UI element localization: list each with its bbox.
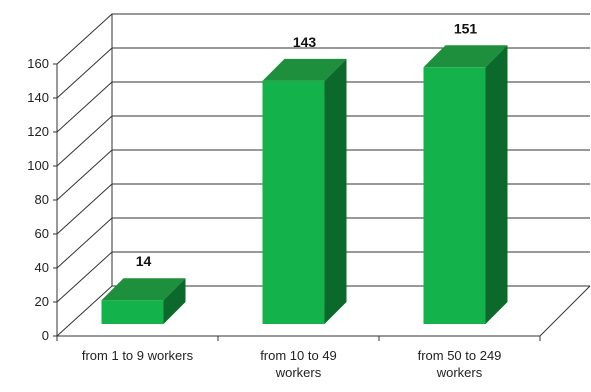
y-tick-label: 0 xyxy=(42,328,49,343)
gridline-160 xyxy=(56,13,590,65)
y-tick-label: 140 xyxy=(27,90,49,105)
x-category-label: from 1 to 9 workers xyxy=(82,348,194,363)
bar-top-face xyxy=(423,45,508,68)
bar-top-face xyxy=(262,58,347,81)
y-tick-label: 100 xyxy=(27,158,49,173)
bar-1 xyxy=(262,58,347,325)
chart-axes: 0 20 40 60 80 100 120 140 160 xyxy=(27,14,591,343)
chart-bars xyxy=(101,45,508,325)
x-category-label: from 50 to 249 workers xyxy=(418,348,502,380)
y-tick-label: 60 xyxy=(35,226,49,241)
bar-0 xyxy=(101,278,186,324)
bar-top-face xyxy=(101,278,186,301)
y-tick-label: 80 xyxy=(35,192,49,207)
bar-front-face xyxy=(262,80,325,325)
y-tick-label: 40 xyxy=(35,260,49,275)
data-label: 151 xyxy=(454,20,478,36)
data-label: 14 xyxy=(136,253,152,269)
floor-right-edge xyxy=(539,285,591,337)
bar-side-face xyxy=(324,58,347,325)
chart-labels: 14 from 1 to 9 workers 143 from 10 to 49 wor… xyxy=(82,20,502,380)
bar-front-face xyxy=(423,67,486,325)
y-tick-label: 160 xyxy=(27,56,49,71)
y-tick-label: 20 xyxy=(35,294,49,309)
bar-front-face xyxy=(101,300,164,324)
x-category-label: from 10 to 49 workers xyxy=(260,348,337,380)
bar-side-face xyxy=(485,45,508,325)
data-label: 143 xyxy=(293,34,317,50)
y-tick-label: 120 xyxy=(27,124,49,139)
bar-2 xyxy=(423,45,508,325)
bar-side-face xyxy=(163,278,186,324)
